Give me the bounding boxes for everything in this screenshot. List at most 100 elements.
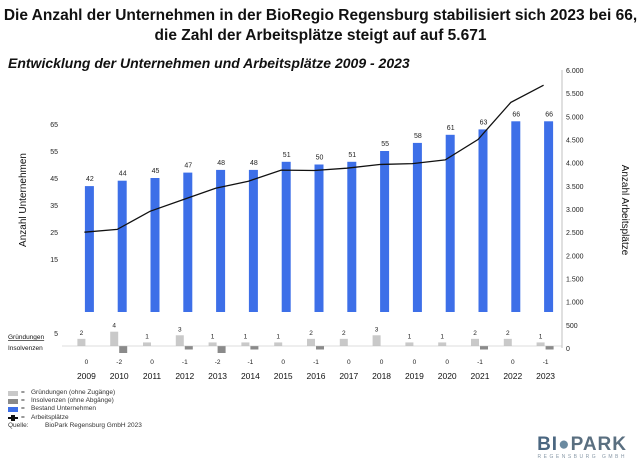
data-label-gruendungen: 2 bbox=[80, 330, 84, 337]
right-tick-label: 500 bbox=[566, 323, 578, 330]
bar-gruendungen bbox=[438, 342, 447, 346]
bar-gruendungen bbox=[536, 342, 545, 346]
left-tick-label: 5 bbox=[54, 331, 58, 338]
data-label-bestand: 66 bbox=[545, 111, 553, 118]
legend-eq: = bbox=[21, 389, 25, 396]
data-label-gruendungen: 2 bbox=[473, 330, 477, 337]
x-tick-label: 2018 bbox=[372, 371, 391, 381]
bar-bestand bbox=[216, 169, 226, 312]
data-label-insolvenzen: 0 bbox=[413, 359, 417, 366]
bar-gruendungen bbox=[471, 338, 479, 346]
lower-label-insolvenzen: Insolvenzen bbox=[8, 345, 43, 352]
legend-eq: = bbox=[21, 397, 25, 405]
x-tick-label: 2023 bbox=[536, 371, 555, 381]
x-tick-label: 2022 bbox=[503, 371, 522, 381]
data-label-insolvenzen: -1 bbox=[313, 359, 319, 366]
logo-part-a: BI bbox=[537, 434, 559, 455]
x-tick-label: 2016 bbox=[307, 371, 326, 381]
bar-bestand bbox=[281, 161, 291, 312]
x-tick-label: 2021 bbox=[471, 371, 490, 381]
right-tick-label: 4.500 bbox=[566, 138, 584, 145]
legend-item-insolvenzen: = Insolvenzen (ohne Abgänge) bbox=[8, 397, 142, 405]
data-label-insolvenzen: 0 bbox=[85, 359, 89, 366]
bar-bestand bbox=[380, 151, 390, 312]
legend-label: Gründungen (ohne Zugänge) bbox=[31, 389, 116, 396]
data-label-insolvenzen: -1 bbox=[248, 359, 254, 366]
x-tick-label: 2020 bbox=[438, 371, 457, 381]
data-label-insolvenzen: 0 bbox=[380, 359, 384, 366]
data-label-gruendungen: 1 bbox=[408, 333, 412, 340]
logo-tagline: REGENSBURG GMBH bbox=[537, 454, 627, 460]
bar-insolvenzen bbox=[119, 346, 128, 353]
data-label-insolvenzen: -2 bbox=[215, 359, 221, 366]
bar-bestand bbox=[478, 129, 488, 312]
bar-gruendungen bbox=[307, 338, 315, 346]
data-label-bestand: 48 bbox=[217, 160, 225, 167]
data-label-bestand: 51 bbox=[348, 152, 356, 159]
bar-gruendungen bbox=[175, 335, 184, 346]
right-tick-label: 5.500 bbox=[566, 91, 584, 98]
right-tick-label: 0 bbox=[566, 346, 570, 353]
right-tick-label: 2.500 bbox=[566, 230, 584, 237]
right-tick-label: 6.000 bbox=[566, 68, 584, 75]
data-label-insolvenzen: 0 bbox=[445, 359, 449, 366]
chart-title: Entwicklung der Unternehmen und Arbeitsp… bbox=[8, 55, 410, 71]
headline: Die Anzahl der Unternehmen in der BioReg… bbox=[0, 6, 641, 46]
left-tick-label: 15 bbox=[50, 257, 58, 264]
bar-gruendungen bbox=[110, 331, 119, 346]
bar-insolvenzen bbox=[184, 346, 193, 350]
legend-label: Bestand Unternehmen bbox=[31, 405, 97, 413]
data-label-gruendungen: 2 bbox=[342, 330, 346, 337]
x-tick-label: 2009 bbox=[77, 371, 96, 381]
data-label-insolvenzen: -2 bbox=[116, 359, 122, 366]
left-axis-title: Anzahl Unternehmen bbox=[18, 153, 29, 247]
bar-bestand bbox=[347, 161, 357, 312]
source-note: Quelle: BioPark Regensburg GmbH 2023 bbox=[8, 422, 142, 430]
legend-item-bestand: = Bestand Unternehmen bbox=[8, 405, 142, 413]
legend-label: Insolvenzen (ohne Abgänge) bbox=[31, 397, 114, 405]
legend-item-arbeitsplaetze: = Arbeitsplätze bbox=[8, 414, 142, 422]
bar-bestand bbox=[544, 121, 554, 312]
x-tick-label: 2011 bbox=[143, 371, 162, 381]
bar-bestand bbox=[150, 178, 160, 312]
logo-wordmark: BI●PARK bbox=[537, 434, 627, 456]
bar-bestand bbox=[314, 164, 324, 312]
bar-gruendungen bbox=[208, 342, 217, 346]
data-label-gruendungen: 1 bbox=[145, 333, 149, 340]
bar-gruendungen bbox=[339, 338, 348, 346]
data-label-gruendungen: 1 bbox=[440, 333, 444, 340]
data-label-gruendungen: 2 bbox=[309, 330, 313, 337]
right-tick-label: 5.000 bbox=[566, 114, 584, 121]
left-tick-label: 55 bbox=[50, 149, 58, 156]
right-tick-label: 1.000 bbox=[566, 300, 584, 307]
bar-bestand bbox=[117, 180, 127, 312]
data-label-bestand: 51 bbox=[283, 152, 291, 159]
x-tick-label: 2012 bbox=[175, 371, 194, 381]
legend-line-swatch bbox=[8, 414, 18, 421]
x-tick-label: 2017 bbox=[339, 371, 358, 381]
data-label-insolvenzen: -1 bbox=[543, 359, 549, 366]
bar-bestand bbox=[183, 172, 193, 312]
legend-swatch bbox=[8, 390, 18, 396]
source-value: BioPark Regensburg GmbH 2023 bbox=[45, 421, 142, 429]
legend: = Gründungen (ohne Zugänge) = Insolvenze… bbox=[8, 389, 142, 430]
data-label-bestand: 55 bbox=[381, 141, 389, 148]
legend-eq: = bbox=[21, 405, 25, 413]
x-tick-label: 2010 bbox=[110, 371, 129, 381]
x-tick-label: 2014 bbox=[241, 371, 260, 381]
bar-bestand bbox=[445, 134, 455, 312]
bar-gruendungen bbox=[503, 338, 512, 346]
biopark-logo: BI●PARK REGENSBURG GMBH bbox=[537, 434, 627, 460]
logo-part-b: PARK bbox=[570, 434, 627, 455]
data-label-gruendungen: 1 bbox=[276, 333, 280, 340]
data-label-insolvenzen: -1 bbox=[182, 359, 188, 366]
headline-line-1: Die Anzahl der Unternehmen in der BioReg… bbox=[3, 7, 638, 24]
bar-bestand bbox=[511, 121, 521, 312]
data-label-bestand: 45 bbox=[152, 168, 160, 175]
left-tick-label: 35 bbox=[50, 203, 58, 210]
data-label-gruendungen: 1 bbox=[211, 333, 215, 340]
data-label-gruendungen: 1 bbox=[539, 333, 543, 340]
data-label-insolvenzen: -1 bbox=[477, 359, 483, 366]
data-label-bestand: 47 bbox=[184, 163, 192, 170]
data-label-gruendungen: 3 bbox=[375, 326, 379, 333]
